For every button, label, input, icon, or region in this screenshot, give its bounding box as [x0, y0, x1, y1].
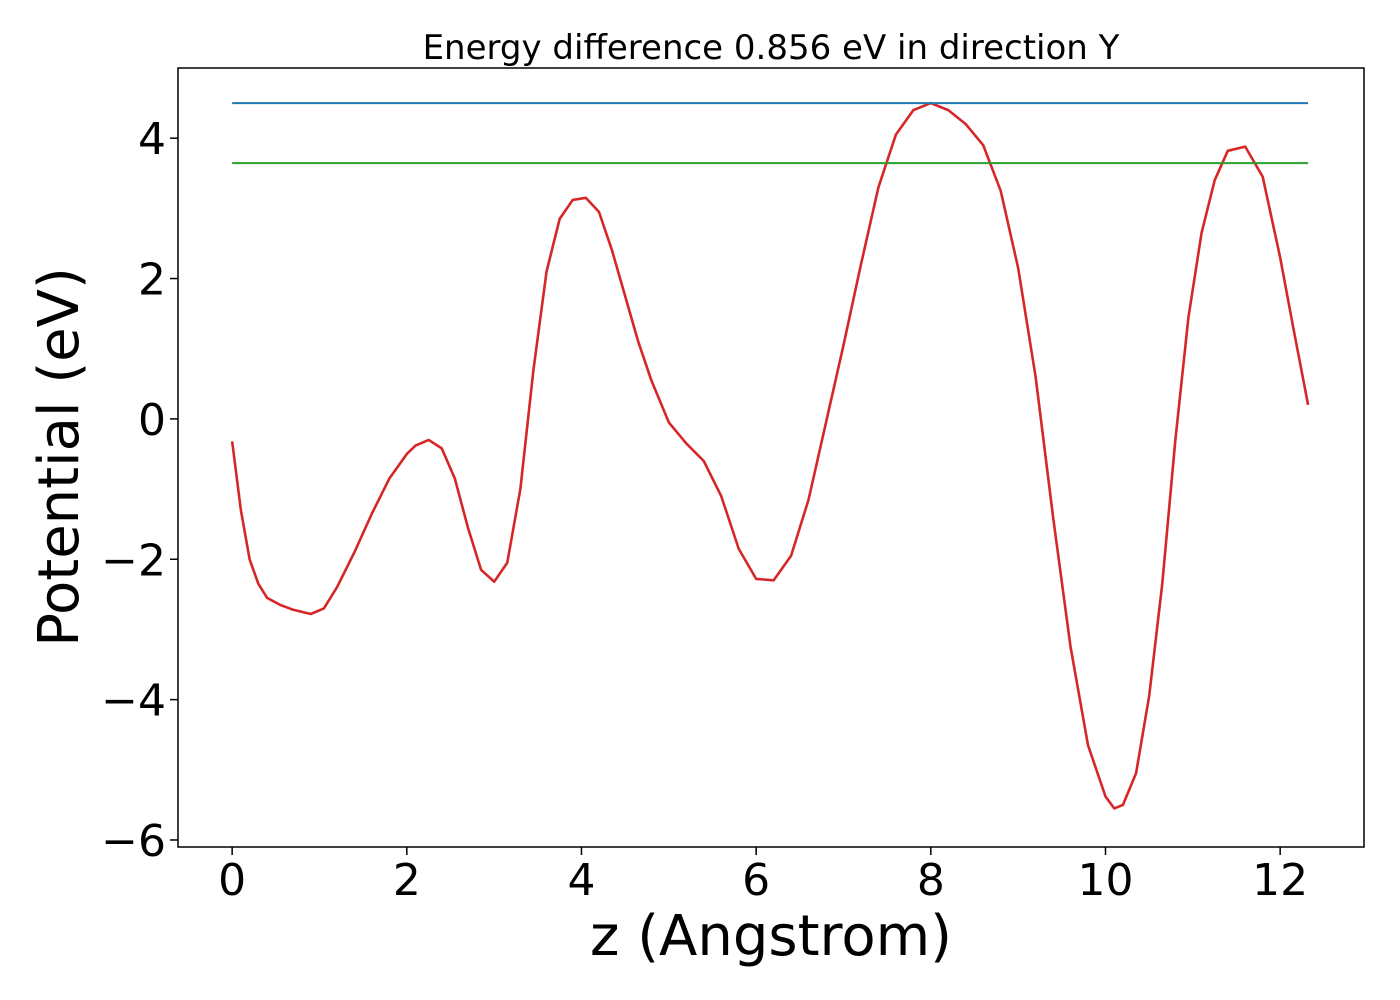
y-tick-label: −2	[101, 535, 166, 586]
chart-title: Energy difference 0.856 eV in direction …	[423, 28, 1120, 68]
x-tick-label: 0	[218, 855, 246, 906]
y-axis-ticks: −6 −4 −2 0 2 4	[101, 114, 178, 867]
x-axis-ticks: 0 2 4 6 8 10 12	[218, 847, 1308, 906]
x-axis-label: z (Angstrom)	[590, 904, 952, 969]
y-tick-label: 4	[138, 114, 166, 165]
potential-curve	[230, 101, 1310, 810]
x-tick-label: 8	[917, 855, 945, 906]
x-tick-label: 6	[742, 855, 770, 906]
x-tick-label: 2	[393, 855, 421, 906]
y-tick-label: −4	[101, 676, 166, 727]
y-tick-label: −6	[101, 816, 166, 867]
y-tick-label: 0	[138, 395, 166, 446]
x-tick-label: 10	[1077, 855, 1133, 906]
y-tick-label: 2	[138, 255, 166, 306]
x-tick-label: 12	[1252, 855, 1308, 906]
y-axis-label: Potential (eV)	[27, 267, 92, 647]
x-tick-label: 4	[567, 855, 595, 906]
series-layer	[230, 101, 1310, 810]
plot-frame	[177, 67, 1365, 848]
